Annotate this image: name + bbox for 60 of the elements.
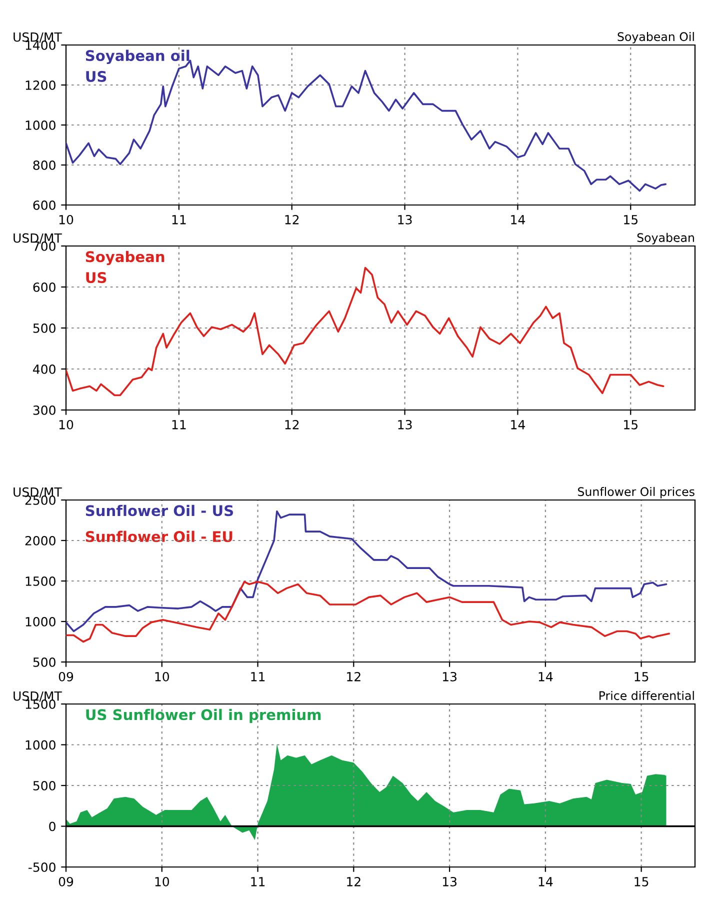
text: Sunflower Oil - EU: [86, 530, 232, 542]
y-tick-label: 1000: [26, 740, 56, 750]
line-series: [66, 266, 664, 396]
y-tick-label: 1500: [26, 699, 56, 709]
x-tick-label: 15: [624, 420, 638, 430]
x-tick-label: 09: [58, 672, 74, 682]
x-tick-label: 09: [58, 876, 74, 886]
text: Sunflower Oil - US: [86, 504, 234, 516]
y-tick-label: 400: [33, 364, 56, 374]
x-tick-label: 10: [155, 876, 170, 886]
y-tick-label: 1000: [26, 120, 56, 130]
x-tick-label: 12: [347, 876, 360, 886]
y-tick-label: 1500: [26, 576, 56, 586]
x-tick-label: 13: [442, 672, 456, 682]
x-tick-label: 10: [59, 214, 74, 224]
x-tick-label: 10: [155, 672, 170, 682]
x-tick-label: 11: [172, 215, 186, 224]
line-series: [66, 580, 670, 643]
x-tick-label: 15: [634, 672, 648, 682]
chart-subtitle: Soyabean Oil: [618, 32, 694, 44]
y-axis-title: USD/MT: [14, 487, 62, 498]
x-tick-label: 13: [442, 876, 456, 886]
y-tick-label: 2500: [25, 495, 56, 505]
y-tick-label: 2000: [25, 536, 56, 546]
y-tick-label: 0: [49, 822, 56, 832]
y-tick-label: 1400: [26, 40, 56, 50]
x-tick-label: 12: [285, 214, 299, 224]
x-tick-label: 15: [634, 877, 648, 886]
chart-subtitle: Sunflower Oil prices: [578, 486, 694, 498]
x-tick-label: 11: [172, 420, 186, 430]
series-label: Soyabean oil US: [86, 50, 190, 82]
y-tick-label: 600: [33, 200, 56, 210]
x-tick-label: 12: [285, 420, 299, 430]
x-tick-label: 10: [59, 420, 74, 430]
x-tick-label: 14: [538, 672, 553, 682]
y-axis-title: USD/MT: [14, 233, 62, 244]
y-tick-label: 1200: [26, 80, 56, 90]
y-tick-label: 800: [33, 160, 56, 170]
x-tick-label: 13: [398, 420, 412, 430]
x-tick-label: 14: [538, 877, 553, 886]
y-tick-label: 1000: [26, 616, 56, 626]
y-tick-label: 300: [33, 405, 56, 415]
x-tick-label: 15: [624, 215, 638, 224]
y-tick-label: -500: [28, 862, 56, 872]
x-tick-label: 13: [398, 214, 412, 224]
x-tick-label: 14: [511, 420, 525, 430]
chart-subtitle: Price differential: [600, 690, 694, 700]
y-tick-label: 500: [33, 780, 56, 790]
x-tick-label: 12: [347, 672, 360, 682]
x-tick-label: 11: [251, 672, 265, 682]
y-axis-title: USD/MT: [14, 32, 62, 43]
y-tick-label: 600: [33, 282, 56, 292]
y-tick-label: 500: [33, 323, 56, 333]
text: Soyabean US: [86, 250, 164, 284]
x-tick-label: 14: [511, 215, 525, 224]
y-axis-title: USD/MT: [14, 691, 62, 702]
text: US Sunflower Oil in premium: [86, 708, 321, 724]
chart-subtitle: Soyabean: [637, 232, 694, 244]
x-tick-label: 11: [251, 877, 265, 886]
y-tick-label: 500: [33, 657, 56, 667]
